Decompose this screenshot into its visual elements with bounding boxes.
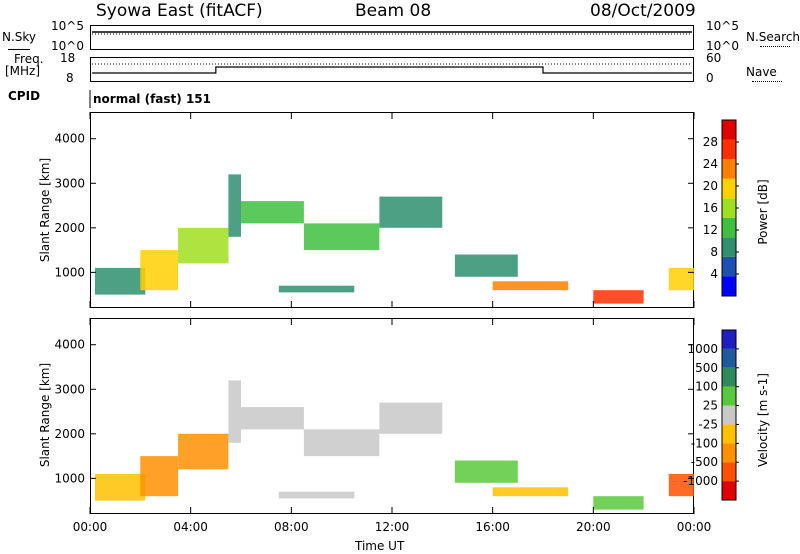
velocity-ytick-label: 1000: [54, 471, 85, 485]
power-echo-region: [278, 285, 355, 293]
power-colorbar-segment: [722, 237, 736, 257]
velocity-colorbar-segment: [722, 462, 736, 482]
velocity-echo-region: [241, 407, 304, 430]
power-echo-region: [95, 267, 146, 295]
velocity-colorbar-tick-label: 100: [695, 380, 718, 394]
power-colorbar-segment: [722, 159, 736, 179]
noise-right-label: N.Search: [746, 30, 800, 44]
power-colorbar-tick-label: 8: [710, 245, 718, 259]
power-echo-region: [492, 281, 569, 291]
velocity-colorbar-tick-label: 25: [703, 399, 718, 413]
freq-left-tick-bottom: 8: [66, 71, 74, 85]
velocity-echo-region: [278, 491, 355, 499]
velocity-ytick-label: 4000: [54, 338, 85, 352]
noise-right-tick-top: 10^5: [706, 19, 739, 33]
power-colorbar-segment: [722, 198, 736, 218]
frequency-trace: [92, 66, 692, 74]
power-echo-region: [668, 267, 694, 291]
velocity-echo-region: [178, 433, 229, 470]
velocity-echo-region: [95, 473, 146, 501]
freq-left-tick-top: 18: [60, 51, 76, 65]
x-tick-label: 08:00: [274, 520, 309, 534]
velocity-colorbar-tick-label: 1000: [687, 342, 718, 356]
power-ytick-label: 3000: [54, 176, 85, 190]
velocity-echo-region: [379, 402, 443, 434]
power-colorbar-tick-label: 12: [703, 223, 718, 237]
x-tick-label: 12:00: [375, 520, 410, 534]
x-tick-label: 04:00: [173, 520, 208, 534]
noise-left-tick-top: 10^5: [51, 19, 84, 33]
freq-label-line2: [MHz]: [5, 64, 41, 78]
velocity-colorbar-segment: [722, 443, 736, 463]
velocity-colorbar-frame: [721, 329, 737, 501]
velocity-colorbar-tick-label: -1000: [683, 474, 718, 488]
power-echo-region: [379, 196, 443, 228]
velocity-colorbar-segment: [722, 481, 736, 500]
velocity-colorbar-tick-label: -500: [691, 455, 718, 469]
power-colorbar-segment: [722, 256, 736, 277]
noise-right-tick-bottom: 10^0: [706, 39, 739, 53]
power-echo-region: [593, 290, 644, 304]
velocity-colorbar-segment: [722, 405, 736, 425]
velocity-colorbar-tick-label: -25: [698, 417, 718, 431]
velocity-echo-region: [668, 473, 694, 497]
noise-left-tick-bottom: 10^0: [51, 39, 84, 53]
cpid-text: normal (fast) 151: [93, 92, 211, 106]
velocity-colorbar-segment: [722, 424, 736, 444]
cpid-label: CPID: [8, 89, 41, 103]
power-ytick-label: 2000: [54, 221, 85, 235]
power-colorbar-tick-label: 20: [703, 179, 718, 193]
power-echo-region: [454, 254, 518, 277]
velocity-colorbar-tick-label: -100: [691, 436, 718, 450]
velocity-echo-region: [140, 456, 179, 497]
power-colorbar-segment: [722, 139, 736, 160]
power-echo-region: [303, 223, 380, 251]
power-ytick-label: 1000: [54, 265, 85, 279]
noise-panel: [90, 25, 694, 50]
beam-title: Beam 08: [355, 1, 432, 21]
x-tick-label: 00:00: [73, 520, 108, 534]
power-echo-region: [228, 174, 241, 237]
velocity-echo-region: [454, 460, 518, 483]
velocity-colorbar-tick-label: 500: [695, 361, 718, 375]
freq-label-line1: Freq.: [14, 52, 44, 66]
nave-label: Nave: [746, 65, 777, 79]
power-colorbar-segment: [722, 178, 736, 199]
power-colorbar-tick-label: 28: [703, 135, 718, 149]
freq-panel: [90, 57, 694, 82]
station-title: Syowa East (fitACF): [96, 1, 263, 21]
power-echo-region: [241, 201, 304, 224]
velocity-echo-region: [593, 496, 644, 510]
power-ytick-label: 4000: [54, 132, 85, 146]
power-colorbar-tick-label: 4: [710, 267, 718, 281]
x-tick-label: 16:00: [475, 520, 510, 534]
noise-left-label: N.Sky: [2, 30, 37, 44]
power-echo-region: [140, 250, 179, 291]
velocity-colorbar-segment: [722, 386, 736, 406]
power-echo-region: [178, 227, 229, 264]
power-colorbar-segment: [722, 120, 736, 140]
velocity-ytick-label: 3000: [54, 382, 85, 396]
power-colorbar-segment: [722, 276, 736, 296]
date-title: 08/Oct/2009: [590, 1, 696, 21]
x-axis-label: Time UT: [355, 539, 405, 553]
power-colorbar-tick-label: 16: [703, 201, 718, 215]
power-colorbar-tick-label: 24: [703, 157, 718, 171]
freq-right-tick-bottom: 0: [706, 71, 714, 85]
x-tick-label: 00:00: [677, 520, 712, 534]
x-tick-label: 20:00: [576, 520, 611, 534]
velocity-colorbar-segment: [722, 367, 736, 387]
nave-legend-line: [752, 81, 782, 82]
noise-right-legend-line: [760, 46, 790, 47]
velocity-echo-region: [228, 380, 241, 443]
velocity-colorbar-segment: [722, 348, 736, 368]
velocity-echo-region: [303, 429, 380, 457]
velocity-echo-region: [492, 487, 569, 497]
noise-left-legend-line: [8, 49, 30, 50]
power-colorbar-segment: [722, 217, 736, 238]
freq-right-tick-top: 60: [706, 51, 722, 65]
velocity-ytick-label: 2000: [54, 427, 85, 441]
velocity-colorbar-segment: [722, 330, 736, 349]
